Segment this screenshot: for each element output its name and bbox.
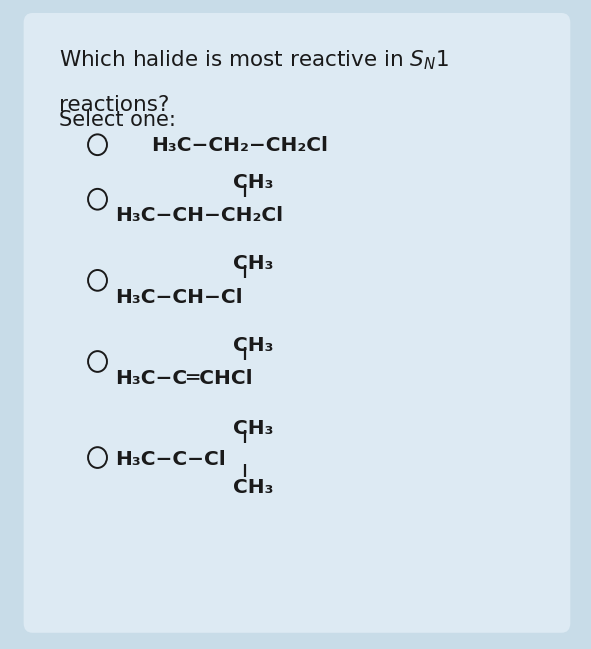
FancyBboxPatch shape	[24, 13, 570, 633]
Text: reactions?: reactions?	[59, 95, 170, 116]
Text: H₃C−C═CHCl: H₃C−C═CHCl	[115, 369, 253, 387]
Text: H₃C−CH₂−CH₂Cl: H₃C−CH₂−CH₂Cl	[151, 136, 327, 155]
Text: CH₃: CH₃	[233, 419, 274, 437]
Text: CH₃: CH₃	[233, 254, 274, 273]
Text: H₃C−C−Cl: H₃C−C−Cl	[115, 450, 226, 469]
Text: CH₃: CH₃	[233, 336, 274, 354]
Text: CH₃: CH₃	[233, 173, 274, 192]
Text: CH₃: CH₃	[233, 478, 274, 497]
Text: Select one:: Select one:	[59, 110, 176, 130]
Text: Which halide is most reactive in $S_N$1: Which halide is most reactive in $S_N$1	[59, 49, 449, 72]
Text: H₃C−CH−Cl: H₃C−CH−Cl	[115, 288, 243, 306]
Text: H₃C−CH−CH₂Cl: H₃C−CH−CH₂Cl	[115, 206, 283, 225]
